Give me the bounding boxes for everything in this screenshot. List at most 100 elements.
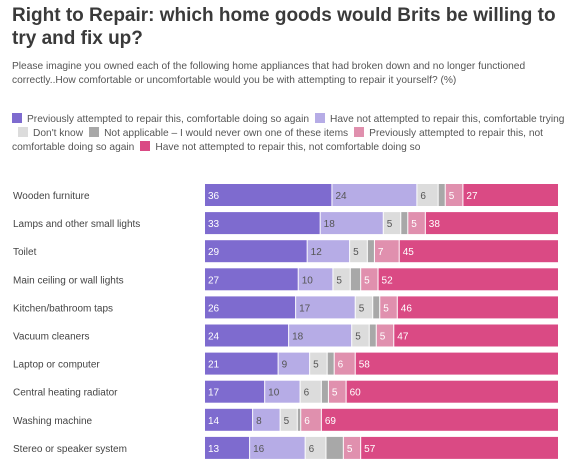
value-label: 6: [304, 416, 310, 427]
category-label: Lamps and other small lights: [13, 219, 140, 230]
bar-segment: [307, 240, 350, 263]
bar-segment: [327, 352, 334, 375]
category-label: Vacuum cleaners: [13, 332, 90, 343]
value-label: 24: [208, 332, 220, 343]
bar-segment: [333, 268, 350, 291]
value-label: 69: [325, 416, 337, 427]
value-label: 46: [401, 303, 413, 314]
legend-label: Previously attempted to repair this, com…: [27, 114, 310, 125]
bar-segment: [361, 436, 558, 459]
bar-segment: [320, 212, 383, 235]
value-label: 10: [268, 388, 280, 399]
bar-segment: [445, 184, 463, 206]
bar-segment: [408, 212, 425, 235]
value-label: 24: [335, 191, 347, 202]
chart-subtitle: Please imagine you owned each of the fol…: [12, 61, 526, 86]
bar-segment: [355, 296, 373, 319]
bar-segment: [321, 380, 328, 403]
category-label: Kitchen/bathroom taps: [13, 303, 113, 314]
value-label: 14: [208, 416, 220, 427]
value-label: 5: [347, 444, 353, 455]
bar-segment: [425, 212, 558, 235]
bar-segment: [383, 212, 401, 235]
legend-swatch: [140, 141, 151, 151]
bar-segment: [253, 408, 280, 431]
value-label: 5: [284, 416, 290, 427]
bar-segment: [280, 408, 297, 431]
category-label: Toilet: [13, 247, 37, 258]
legend-item: Previously attempted to repair this, com…: [12, 113, 310, 125]
bar-segment: [300, 380, 321, 403]
bar-segment: [361, 268, 378, 291]
legend-item: Have not attempted to repair this, not c…: [140, 141, 420, 153]
bar-segment: [369, 324, 376, 347]
value-label: 21: [208, 360, 220, 371]
bar-segment: [205, 268, 298, 291]
bar-segment: [205, 380, 265, 403]
value-label: 9: [282, 360, 288, 371]
bar-segment: [380, 296, 397, 319]
category-label: Stereo or speaker system: [13, 444, 127, 455]
bar-segment: [367, 240, 374, 263]
value-label: 6: [309, 444, 315, 455]
bar-segment: [350, 240, 367, 263]
value-label: 5: [353, 247, 359, 258]
bar-segment: [378, 268, 558, 291]
bar-segment: [374, 240, 399, 263]
value-label: 60: [350, 388, 362, 399]
category-label: Central heating radiator: [13, 388, 118, 399]
legend-swatch: [315, 113, 326, 123]
bar-segment: [205, 436, 250, 459]
bar-segment: [278, 352, 310, 375]
bar-segment: [205, 240, 307, 263]
value-label: 10: [302, 275, 314, 286]
bar-segment: [250, 436, 305, 459]
value-label: 16: [253, 444, 265, 455]
bar-segment: [355, 352, 558, 375]
value-label: 26: [208, 303, 220, 314]
value-label: 5: [383, 303, 389, 314]
value-label: 5: [355, 332, 361, 343]
legend-label: Have not attempted to repair this, comfo…: [330, 114, 565, 125]
bar-segment: [321, 408, 558, 431]
bar-segment: [326, 436, 343, 459]
value-label: 5: [313, 360, 319, 371]
value-label: 27: [466, 191, 478, 202]
value-label: 5: [380, 332, 386, 343]
bar-segment: [298, 268, 333, 291]
value-label: 17: [299, 303, 311, 314]
legend-item: Have not attempted to repair this, comfo…: [315, 113, 565, 125]
bar-segment: [289, 324, 352, 347]
category-label: Wooden furniture: [13, 191, 90, 202]
value-label: 52: [382, 275, 394, 286]
value-label: 29: [208, 247, 220, 258]
legend: Previously attempted to repair this, com…: [12, 113, 570, 155]
value-label: 5: [336, 275, 342, 286]
bar-segment: [401, 212, 408, 235]
bar-segment: [305, 436, 326, 459]
legend-item: Previously attempted to repair this, not…: [12, 127, 543, 153]
bar-segment: [265, 380, 300, 403]
bar-segment: [397, 296, 558, 319]
legend-label: Don't know: [33, 128, 84, 139]
value-label: 38: [429, 219, 441, 230]
value-label: 45: [403, 247, 415, 258]
value-label: 6: [304, 388, 310, 399]
bar-segment: [205, 352, 278, 375]
bar-segment: [205, 184, 332, 206]
value-label: 5: [332, 388, 338, 399]
bar-segment: [463, 184, 558, 206]
bar-segment: [296, 296, 355, 319]
value-label: 5: [387, 219, 393, 230]
value-label: 18: [324, 219, 336, 230]
value-label: 8: [256, 416, 262, 427]
value-label: 47: [397, 332, 409, 343]
value-label: 6: [338, 360, 344, 371]
legend-label: Not applicable – I would never own one o…: [104, 128, 349, 139]
bar-segment: [334, 352, 355, 375]
value-label: 5: [449, 191, 455, 202]
value-label: 17: [208, 388, 220, 399]
legend-swatch: [12, 113, 22, 123]
category-label: Washing machine: [13, 416, 93, 427]
